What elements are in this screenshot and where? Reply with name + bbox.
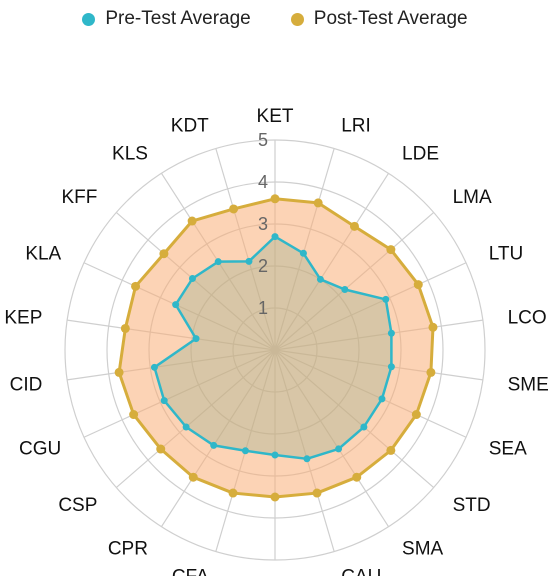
axis-label-CPR: CPR (108, 539, 148, 560)
point-pre-STD (360, 423, 368, 431)
axis-label-KET: KET (257, 106, 294, 127)
point-post-CSP (156, 444, 166, 454)
point-pre-SEA (378, 395, 386, 403)
point-post-SMA (352, 472, 362, 482)
axis-label-KLA: KLA (25, 243, 61, 264)
axis-label-CFA: CFA (172, 566, 209, 576)
point-pre-KET (271, 233, 279, 241)
point-post-KET (270, 194, 280, 204)
axis-label-CSP: CSP (58, 495, 97, 516)
point-pre-LCO (387, 329, 395, 337)
legend-pre-label: Pre-Test Average (105, 8, 251, 29)
legend-pre-marker (82, 12, 96, 26)
legend-post-marker (290, 12, 304, 26)
tick-label-5: 5 (258, 130, 268, 150)
point-post-LMA (386, 245, 396, 255)
point-post-SME (426, 367, 436, 377)
point-pre-KLS (214, 258, 222, 266)
legend-item-post[interactable]: Post-Test Average (290, 8, 468, 30)
point-pre-CWO (271, 451, 279, 459)
point-post-LCO (428, 322, 438, 332)
point-pre-KDT (245, 257, 253, 265)
tick-label-2: 2 (258, 256, 268, 276)
point-pre-KFF (188, 274, 196, 282)
point-post-KLS (187, 216, 197, 226)
point-pre-LRI (299, 249, 307, 257)
axis-label-CID: CID (10, 374, 43, 395)
point-post-KDT (229, 204, 239, 214)
axis-label-SEA: SEA (489, 439, 527, 460)
axis-label-SME: SME (508, 374, 549, 395)
legend-item-pre[interactable]: Pre-Test Average (82, 8, 251, 30)
legend: Pre-Test Average Post-Test Average (0, 8, 550, 30)
axis-label-KFF: KFF (62, 187, 98, 208)
point-post-SEA (411, 410, 421, 420)
point-post-LTU (413, 280, 423, 290)
axis-label-CAU: CAU (341, 566, 381, 576)
point-post-CGU (129, 410, 139, 420)
point-post-CID (114, 367, 124, 377)
point-post-CWO (270, 492, 280, 502)
point-post-CFA (228, 488, 238, 498)
axis-label-LMA: LMA (453, 187, 492, 208)
axis-label-KEP: KEP (4, 308, 42, 329)
point-pre-KLA (172, 301, 180, 309)
point-pre-CFA (241, 447, 249, 455)
legend-post-label: Post-Test Average (313, 8, 468, 29)
axis-label-KDT: KDT (171, 116, 209, 137)
axis-label-CGU: CGU (19, 439, 61, 460)
point-post-KLA (131, 281, 141, 291)
point-pre-KEP (192, 335, 200, 343)
point-post-CAU (312, 488, 322, 498)
tick-label-3: 3 (258, 214, 268, 234)
point-post-STD (386, 445, 396, 455)
point-pre-LTU (382, 295, 390, 303)
point-pre-CPR (210, 441, 218, 449)
point-post-KEP (120, 323, 130, 333)
point-post-LDE (349, 221, 359, 231)
point-post-CPR (188, 472, 198, 482)
axis-label-LRI: LRI (341, 116, 371, 137)
point-post-KFF (159, 249, 169, 259)
point-pre-LMA (341, 285, 349, 293)
axis-label-KLS: KLS (112, 143, 148, 164)
point-post-LRI (313, 198, 323, 208)
axis-label-LTU: LTU (489, 243, 523, 264)
point-pre-SME (387, 363, 395, 371)
point-pre-LDE (316, 275, 324, 283)
axis-label-SMA: SMA (402, 539, 444, 560)
point-pre-CID (150, 363, 158, 371)
axis-label-STD: STD (453, 495, 491, 516)
tick-label-1: 1 (258, 298, 268, 318)
point-pre-CGU (160, 397, 168, 405)
point-pre-CSP (182, 423, 190, 431)
tick-label-4: 4 (258, 172, 268, 192)
point-pre-CAU (303, 455, 311, 463)
axis-label-LDE: LDE (402, 143, 439, 164)
point-pre-SMA (335, 445, 343, 453)
axis-label-LCO: LCO (508, 308, 547, 329)
